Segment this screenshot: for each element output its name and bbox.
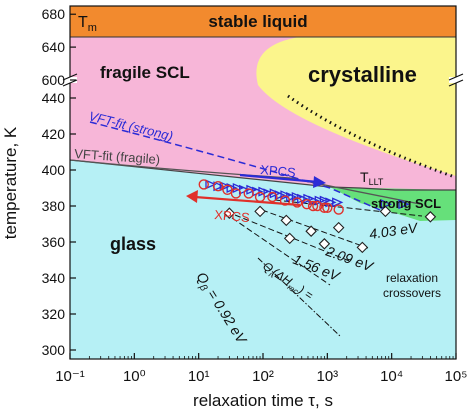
y-tick-label: 420 — [42, 126, 66, 142]
data-point — [274, 190, 287, 201]
data-point — [332, 197, 344, 208]
data-point — [230, 188, 242, 199]
data-point — [379, 205, 392, 218]
q-beta-line — [257, 257, 341, 337]
crystalline-label: crystalline — [308, 62, 417, 87]
data-point — [297, 193, 309, 204]
y-tick-label: 360 — [42, 234, 66, 250]
x-tick-label: 10⁻¹ — [55, 368, 85, 385]
ea-403-label: 4.03 eV — [368, 219, 420, 242]
x-tick-label: 10² — [252, 368, 274, 385]
data-point — [243, 188, 254, 199]
data-point — [398, 199, 410, 210]
stable-liquid-label: stable liquid — [208, 12, 307, 31]
stable-liquid-region — [70, 6, 456, 37]
data-point — [312, 200, 323, 212]
y-tick-label: 600 — [42, 72, 66, 88]
tm-label: Tm — [78, 14, 97, 34]
tllt-label: TLLT — [360, 169, 384, 187]
relaxation-line-209 — [261, 209, 369, 249]
data-point — [356, 241, 369, 254]
data-point — [212, 180, 224, 192]
x-tick-label: 10⁵ — [445, 368, 468, 385]
fragile-scl-label: fragile SCL — [100, 63, 190, 82]
data-point — [198, 179, 209, 190]
relaxation-line-qi — [231, 217, 331, 286]
y-axis-label: temperature, K — [1, 126, 20, 239]
data-point — [267, 191, 278, 203]
y-tick-label: 400 — [42, 162, 66, 178]
data-point — [223, 207, 236, 219]
xpcs-upper-label: XPCS — [260, 162, 297, 180]
crystallization-dotted-line — [287, 94, 453, 178]
x-axis-label: relaxation time τ, s — [193, 391, 333, 410]
data-point — [291, 191, 303, 203]
xpcs-lower-label: XPCS — [214, 207, 251, 225]
data-point — [319, 202, 330, 214]
data-point — [280, 214, 293, 227]
data-point — [283, 232, 296, 245]
data-point — [280, 190, 292, 201]
data-point — [333, 204, 344, 215]
data-point — [319, 195, 331, 206]
tllt-line — [70, 159, 456, 191]
vft-strong-fit-line — [89, 121, 381, 211]
y-tick-label: 320 — [42, 306, 66, 322]
data-point — [322, 202, 333, 214]
y-axis-ticks: 300 320 340 360 380 400 420 440 600 640 680 — [42, 6, 76, 358]
x-tick-label: 10⁰ — [123, 368, 146, 385]
data-point — [332, 221, 345, 234]
data-point — [301, 198, 313, 210]
strong-scl-region — [330, 187, 456, 221]
relaxation-crossovers-label-line2: crossovers — [383, 286, 441, 300]
data-markers — [198, 179, 437, 254]
data-point — [254, 205, 266, 218]
x-tick-label: 10¹ — [188, 368, 210, 385]
x-tick-label: 10⁴ — [380, 368, 403, 385]
y-tick-label: 340 — [42, 270, 66, 286]
data-point — [318, 238, 331, 250]
y-tick-label: 380 — [42, 198, 66, 214]
vft-fragile-label: VFT-fit (fragile) — [74, 146, 161, 167]
y-tick-label: 640 — [42, 39, 66, 55]
glass-label: glass — [110, 234, 156, 254]
x-axis-ticks: 10⁻¹ 10⁰ 10¹ 10² 10³ 10⁴ 10⁵ — [55, 353, 467, 385]
xpcs-cooling-arrow — [186, 190, 301, 207]
data-point — [291, 197, 303, 208]
y-tick-label: 440 — [42, 90, 66, 106]
relaxation-crossovers-label-line1: relaxation — [386, 271, 438, 285]
data-point — [307, 200, 319, 212]
data-point — [232, 182, 244, 194]
crystalline-region — [256, 37, 456, 176]
data-point — [305, 225, 317, 237]
y-tick-label: 680 — [42, 6, 66, 22]
xpcs-heating-arrow — [239, 173, 326, 188]
data-point — [254, 191, 266, 203]
data-point — [222, 184, 233, 196]
y-axis-break-right — [448, 73, 464, 87]
data-point — [205, 179, 217, 190]
data-point — [424, 211, 437, 223]
x-tick-label: 10³ — [316, 368, 338, 385]
strong-scl-label: strong SCL — [371, 196, 441, 211]
relaxation-line-403 — [274, 199, 423, 217]
vft-fragile-fit-line — [70, 159, 421, 205]
data-point — [279, 195, 291, 206]
y-tick-label: 300 — [42, 342, 66, 358]
data-point — [219, 181, 231, 192]
